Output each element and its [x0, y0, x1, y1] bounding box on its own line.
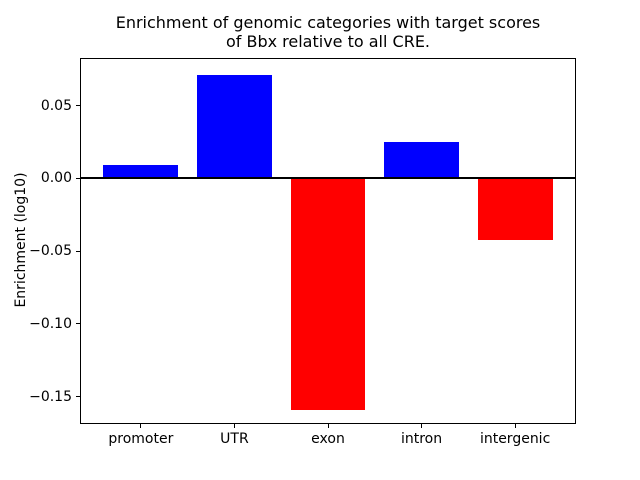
x-tick-mark	[421, 423, 423, 428]
bar-promoter	[103, 165, 179, 179]
x-tick-label-intergenic: intergenic	[479, 431, 551, 447]
x-tick-label-exon: exon	[311, 431, 345, 447]
y-tick-mark	[76, 323, 81, 325]
y-tick-mark	[76, 105, 81, 107]
x-tick-mark	[140, 423, 142, 428]
x-tick-label-promoter: promoter	[108, 431, 174, 447]
chart-title-line-1: Enrichment of genomic categories with ta…	[115, 13, 541, 32]
y-tick-label: −0.10	[29, 315, 72, 332]
y-tick-mark	[76, 396, 81, 398]
y-tick-label: 0.00	[40, 170, 72, 187]
y-axis-label: Enrichment (log10)	[13, 172, 29, 308]
chart-title: Enrichment of genomic categories with ta…	[80, 13, 576, 51]
chart-title-line-2: of Bbx relative to all CRE.	[225, 32, 431, 51]
y-tick-label: −0.05	[29, 243, 72, 260]
y-tick-mark	[76, 177, 81, 179]
bar-UTR	[197, 75, 272, 179]
plot-area: 0.05 0.00 −0.05 −0.10 −0.15 promoter UTR exon in…	[29, 58, 576, 447]
y-tick-label: 0.05	[40, 97, 72, 114]
x-tick-mark	[327, 423, 329, 428]
x-tick-label-intron: intron	[400, 431, 443, 447]
bar-exon	[290, 178, 366, 410]
x-tick-mark	[233, 423, 235, 428]
bar-intergenic	[477, 178, 553, 240]
zero-line	[81, 177, 575, 180]
x-tick-mark	[514, 423, 516, 428]
x-tick-label-UTR: UTR	[220, 431, 249, 447]
y-tick-label: −0.15	[29, 388, 72, 405]
bar-intron	[384, 141, 459, 179]
y-tick-mark	[76, 250, 81, 252]
